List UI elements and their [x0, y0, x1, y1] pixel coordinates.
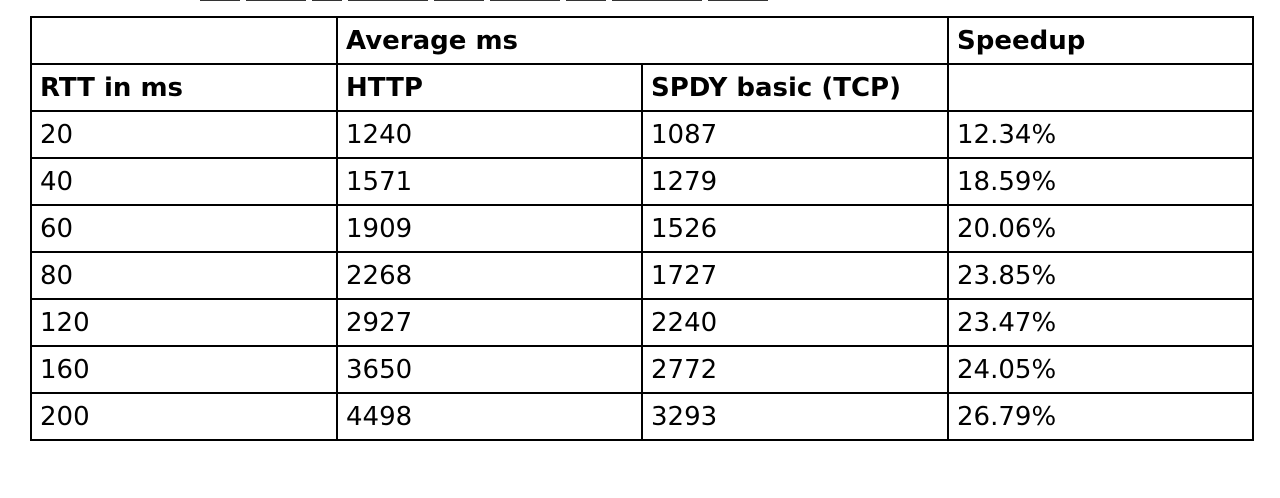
cell-http: 1571 [336, 157, 643, 206]
cell-rtt: 40 [30, 157, 338, 206]
cell-speedup: 18.59% [947, 157, 1255, 206]
header-speedup: Speedup [947, 16, 1255, 65]
cell-spdy: 2240 [640, 298, 950, 347]
cell-speedup: 20.06% [947, 204, 1255, 253]
column-header-row: RTT in ms HTTP SPDY basic (TCP) [30, 63, 1255, 112]
cell-speedup: 12.34% [947, 110, 1255, 159]
cell-http: 3650 [336, 345, 643, 394]
cell-speedup: 23.47% [947, 298, 1255, 347]
header-average-ms: Average ms [335, 16, 950, 65]
results-table: Average ms Speedup RTT in ms HTTP SPDY b… [30, 16, 1255, 441]
cell-spdy: 1526 [640, 204, 950, 253]
table-row: 160 3650 2772 24.05% [30, 345, 1255, 394]
cell-speedup: 23.85% [947, 251, 1255, 300]
header-rtt: RTT in ms [30, 63, 338, 112]
cell-http: 1909 [336, 204, 643, 253]
cell-speedup: 24.05% [947, 345, 1255, 394]
cell-rtt: 200 [30, 392, 338, 441]
cell-spdy: 2772 [640, 345, 950, 394]
header-spdy: SPDY basic (TCP) [640, 63, 950, 112]
cell-rtt: 80 [30, 251, 338, 300]
group-header-row: Average ms Speedup [30, 16, 1255, 65]
cell-speedup: 26.79% [947, 392, 1255, 441]
table-row: 40 1571 1279 18.59% [30, 157, 1255, 206]
cell-rtt: 20 [30, 110, 338, 159]
cell-spdy: 1727 [640, 251, 950, 300]
cell-http: 2268 [336, 251, 643, 300]
cell-rtt: 160 [30, 345, 338, 394]
header-blank-cell [30, 16, 338, 65]
cell-http: 1240 [336, 110, 643, 159]
cell-spdy: 1087 [640, 110, 950, 159]
cell-http: 4498 [336, 392, 643, 441]
header-speedup-blank [947, 63, 1255, 112]
cell-spdy: 1279 [640, 157, 950, 206]
cell-rtt: 120 [30, 298, 338, 347]
table-row: 200 4498 3293 26.79% [30, 392, 1255, 441]
table-row: 20 1240 1087 12.34% [30, 110, 1255, 159]
cutoff-text-fragment [200, 0, 900, 2]
cell-http: 2927 [336, 298, 643, 347]
table-row: 120 2927 2240 23.47% [30, 298, 1255, 347]
header-http: HTTP [336, 63, 643, 112]
cell-spdy: 3293 [640, 392, 950, 441]
table-row: 80 2268 1727 23.85% [30, 251, 1255, 300]
table-row: 60 1909 1526 20.06% [30, 204, 1255, 253]
cell-rtt: 60 [30, 204, 338, 253]
